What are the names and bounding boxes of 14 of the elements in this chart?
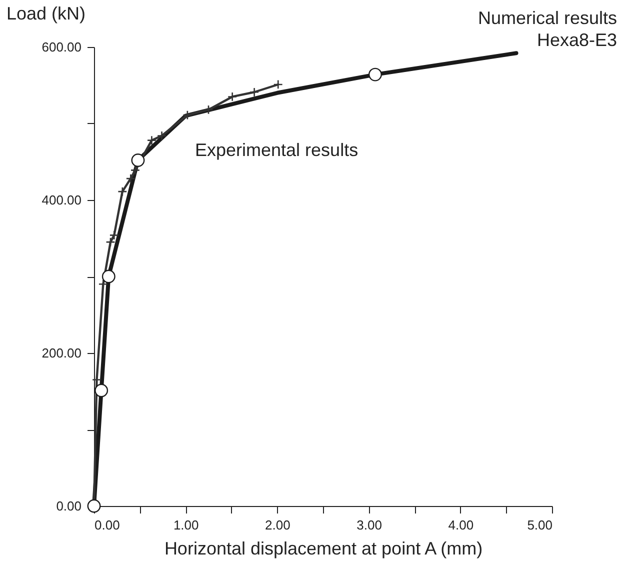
x-tick-label: 3.00: [356, 518, 382, 532]
x-tick-label: 5.00: [527, 518, 552, 532]
x-tick-label: 1.00: [173, 518, 199, 532]
x-tick-label: 0.00: [94, 518, 120, 532]
series-label: Experimental results: [195, 140, 358, 160]
x-axis-title: Horizontal displacement at point A (mm): [164, 538, 483, 558]
y-tick-label: 200.00: [42, 346, 82, 360]
series-label: Numerical results Hexa8-E3: [478, 8, 617, 50]
x-tick-label: 4.00: [448, 518, 474, 532]
y-axis-title: Load (kN): [6, 4, 86, 24]
x-tick-label: 2.00: [265, 518, 290, 532]
y-tick-label: 600.00: [42, 40, 82, 54]
y-tick-label: 400.00: [42, 192, 82, 208]
y-tick-label: 0.00: [56, 498, 82, 514]
